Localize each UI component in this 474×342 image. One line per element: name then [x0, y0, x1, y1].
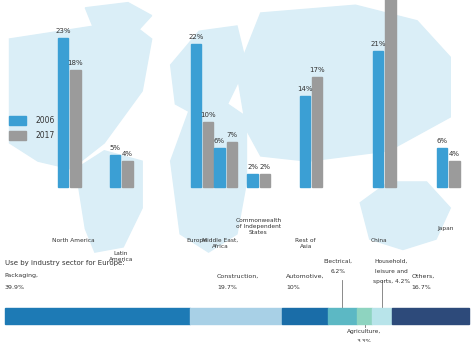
Text: Latin
America: Latin America: [109, 251, 133, 262]
Text: 5%: 5%: [109, 145, 121, 151]
Text: Household,: Household,: [375, 259, 408, 264]
Text: 7%: 7%: [226, 132, 237, 138]
Bar: [5, 308, 190, 324]
Text: 23%: 23%: [55, 28, 71, 34]
Bar: [58, 38, 68, 187]
Bar: [227, 142, 237, 187]
Text: 17%: 17%: [310, 67, 325, 73]
Bar: [392, 308, 469, 324]
Bar: [122, 161, 133, 187]
Bar: [190, 308, 282, 324]
Bar: [372, 308, 392, 324]
Bar: [9, 131, 26, 140]
Bar: [357, 308, 372, 324]
Bar: [9, 116, 26, 125]
Text: Packaging,: Packaging,: [5, 273, 39, 278]
Text: 18%: 18%: [68, 60, 83, 66]
Text: 2%: 2%: [247, 164, 258, 170]
Text: 6%: 6%: [214, 138, 225, 144]
Text: Agriculture,: Agriculture,: [347, 329, 382, 333]
Text: 6%: 6%: [437, 138, 448, 144]
Text: 4%: 4%: [122, 151, 133, 157]
Text: China: China: [371, 238, 388, 243]
Text: Rest of
Asia: Rest of Asia: [295, 238, 316, 249]
Text: 2006: 2006: [36, 116, 55, 125]
Text: 2017: 2017: [36, 131, 55, 140]
Text: Automotive,: Automotive,: [286, 273, 324, 278]
Bar: [260, 174, 270, 187]
Bar: [70, 70, 81, 187]
Polygon shape: [76, 151, 142, 252]
Bar: [300, 96, 310, 187]
Text: 22%: 22%: [188, 34, 203, 40]
Polygon shape: [360, 182, 450, 250]
Text: 4%: 4%: [449, 151, 460, 157]
Text: 19.7%: 19.7%: [217, 285, 237, 290]
Text: Commonwealth
of Independent
States: Commonwealth of Independent States: [235, 218, 282, 235]
Text: Middle East,
Africa: Middle East, Africa: [202, 238, 238, 249]
Bar: [247, 174, 258, 187]
Bar: [437, 148, 447, 187]
Text: 16.7%: 16.7%: [411, 285, 431, 290]
Text: 21%: 21%: [371, 41, 386, 47]
Bar: [373, 51, 383, 187]
Polygon shape: [237, 5, 450, 161]
Polygon shape: [171, 104, 246, 252]
Bar: [328, 308, 357, 324]
Text: Electrical,: Electrical,: [323, 259, 352, 264]
Text: 6.2%: 6.2%: [330, 269, 345, 274]
Text: 10%: 10%: [201, 112, 216, 118]
Text: 10%: 10%: [286, 285, 300, 290]
Bar: [312, 77, 322, 187]
Text: Others,: Others,: [411, 273, 435, 278]
Text: Japan: Japan: [438, 226, 454, 231]
Polygon shape: [9, 21, 152, 169]
Text: 14%: 14%: [297, 86, 312, 92]
Polygon shape: [85, 3, 152, 36]
Bar: [385, 0, 396, 187]
Text: Construction,: Construction,: [217, 273, 259, 278]
Text: leisure and: leisure and: [375, 269, 408, 274]
Bar: [282, 308, 328, 324]
Polygon shape: [171, 26, 246, 117]
Text: sports, 4.2%: sports, 4.2%: [373, 279, 410, 284]
Text: North America: North America: [52, 238, 95, 243]
Bar: [214, 148, 225, 187]
Text: Use by industry sector for Europe:: Use by industry sector for Europe:: [5, 260, 124, 266]
Text: 2%: 2%: [259, 164, 271, 170]
Bar: [191, 44, 201, 187]
Bar: [449, 161, 460, 187]
Text: 3.3%: 3.3%: [357, 339, 372, 342]
Bar: [110, 155, 120, 187]
Text: Europe: Europe: [186, 238, 207, 243]
Bar: [203, 122, 213, 187]
Text: 39.9%: 39.9%: [5, 285, 25, 290]
